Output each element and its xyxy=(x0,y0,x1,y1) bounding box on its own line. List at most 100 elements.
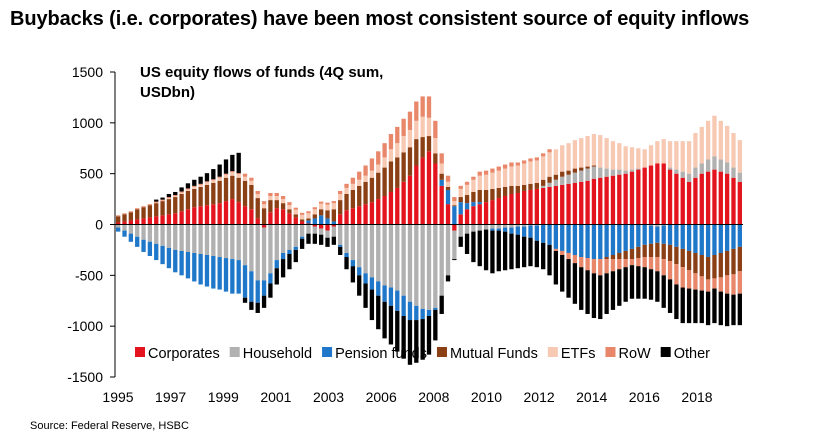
bar-segment xyxy=(369,170,375,178)
bar-segment xyxy=(369,158,375,171)
y-tick-label: -1500 xyxy=(67,369,103,385)
bar-segment xyxy=(401,295,406,316)
bar-segment xyxy=(211,180,216,183)
bar-segment xyxy=(598,259,603,276)
bar-segment xyxy=(452,201,457,206)
bar-segment xyxy=(141,207,146,219)
bar-segment xyxy=(407,175,413,225)
bar-segment xyxy=(693,252,698,274)
bar-segment xyxy=(350,177,356,184)
bar-segment xyxy=(699,224,704,255)
bar-segment xyxy=(515,165,520,186)
bar-segment xyxy=(154,216,159,225)
bar-segment xyxy=(585,270,590,314)
bar-segment xyxy=(173,195,178,197)
bar-segment xyxy=(344,257,349,270)
bar-segment xyxy=(160,215,165,225)
bar-segment xyxy=(426,96,432,118)
bar-segment xyxy=(363,165,368,176)
bar-segment xyxy=(705,224,711,258)
bar-segment xyxy=(147,217,153,225)
bar-segment xyxy=(591,134,597,166)
y-tick-label: 500 xyxy=(80,166,104,182)
bar-segment xyxy=(521,190,527,225)
bar-segment xyxy=(198,176,203,184)
bar-segment xyxy=(674,246,679,265)
bar-segment xyxy=(363,181,368,205)
bar-segment xyxy=(623,173,628,225)
bar-segment xyxy=(287,213,292,225)
bar-segment xyxy=(490,172,495,189)
bar-segment xyxy=(388,224,394,288)
bar-segment xyxy=(306,220,311,224)
bar-segment xyxy=(610,175,616,225)
bar-segment xyxy=(693,167,698,178)
bar-segment xyxy=(617,174,622,225)
bar-segment xyxy=(230,199,235,225)
bar-segment xyxy=(445,186,451,190)
bar-segment xyxy=(718,171,723,225)
bar-segment xyxy=(591,259,597,274)
bar-segment xyxy=(249,271,254,302)
bar-segment xyxy=(617,252,622,260)
bar-segment xyxy=(566,170,571,175)
bar-segment xyxy=(388,305,394,345)
bar-segment xyxy=(553,174,559,180)
bar-segment xyxy=(192,188,197,208)
bar-segment xyxy=(610,255,616,260)
bar-segment xyxy=(299,224,305,237)
bar-segment xyxy=(458,236,463,247)
bar-segment xyxy=(439,163,444,174)
legend-swatch xyxy=(547,347,558,357)
bar-segment xyxy=(712,156,717,170)
x-tick-label: 2003 xyxy=(313,389,344,405)
bar-segment xyxy=(724,224,730,251)
bar-segment xyxy=(236,224,241,261)
bar-segment xyxy=(648,269,654,300)
bar-segment xyxy=(680,171,685,178)
bar-segment xyxy=(160,199,165,201)
bar-segment xyxy=(477,224,482,231)
bar-segment xyxy=(116,224,121,228)
bar-segment xyxy=(636,258,641,267)
bar-segment xyxy=(185,251,191,279)
bar-segment xyxy=(376,224,381,282)
bar-segment xyxy=(293,246,298,250)
bar-segment xyxy=(401,118,406,137)
bar-segment xyxy=(712,255,717,279)
bar-segment xyxy=(560,145,565,172)
bar-segment xyxy=(312,224,317,227)
bar-segment xyxy=(192,186,197,189)
bar-segment xyxy=(331,224,336,227)
bar-segment xyxy=(382,196,387,225)
bar-segment xyxy=(572,140,578,169)
bar-segment xyxy=(521,236,527,268)
bar-segment xyxy=(521,163,527,185)
bar-segment xyxy=(452,205,457,207)
bar-segment xyxy=(661,139,666,164)
bar-segment xyxy=(680,141,685,172)
bar-segment xyxy=(211,179,216,181)
bar-segment xyxy=(350,260,356,267)
bar-segment xyxy=(249,177,254,181)
bar-segment xyxy=(287,253,292,270)
bar-segment xyxy=(560,184,565,225)
bar-segment xyxy=(433,163,438,225)
bar-segment xyxy=(547,224,552,245)
bar-segment xyxy=(179,187,184,192)
bar-segment xyxy=(737,271,742,294)
bar-segment xyxy=(496,187,501,199)
bar-segment xyxy=(724,125,730,163)
bar-segment xyxy=(185,209,191,225)
bar-segment xyxy=(591,224,597,260)
x-tick-label: 2008 xyxy=(418,389,449,405)
bar-segment xyxy=(325,230,330,238)
bar-segment xyxy=(579,167,584,171)
bar-segment xyxy=(173,191,178,196)
bar-segment xyxy=(179,191,184,193)
bar-segment xyxy=(693,224,698,253)
legend-swatch xyxy=(436,347,447,357)
bar-segment xyxy=(223,177,229,202)
bar-segment xyxy=(363,273,368,284)
bar-segment xyxy=(135,236,140,247)
